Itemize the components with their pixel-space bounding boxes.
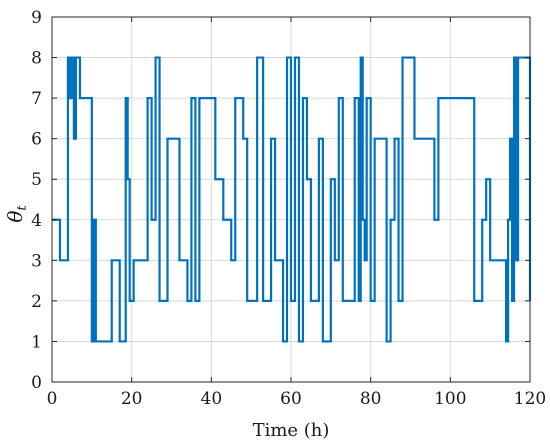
y-tick-label: 6 [31, 130, 42, 150]
series-line-0 [52, 56, 532, 343]
y-axis-label: θt [3, 205, 30, 223]
y-tick-label: 5 [31, 170, 42, 190]
y-tick-label: 0 [31, 373, 42, 393]
x-tick-labels: 0 20 40 60 80 100 120 [47, 389, 547, 409]
x-axis-label: Time (h) [253, 420, 330, 441]
y-tick-label: 4 [31, 211, 42, 231]
x-tick-label: 120 [514, 389, 546, 409]
y-tick-label: 2 [31, 292, 42, 312]
y-axis-label-main: θ [3, 211, 27, 223]
x-tick-label: 20 [121, 389, 143, 409]
y-axis-label-subscript: t [15, 205, 30, 211]
axes-frame [51, 16, 531, 383]
x-tick-label: 100 [434, 389, 466, 409]
plot-area [52, 56, 532, 343]
x-tick-label: 0 [47, 389, 58, 409]
y-tick-label: 7 [31, 89, 42, 109]
y-tick-labels: 0 1 2 3 4 5 6 7 8 9 [31, 8, 42, 393]
y-tick-label: 1 [31, 332, 42, 352]
y-tick-label: 3 [31, 251, 42, 271]
x-tick-label: 60 [280, 389, 302, 409]
y-tick-label: 8 [31, 49, 42, 69]
x-tick-label: 40 [201, 389, 223, 409]
x-tick-label: 80 [360, 389, 382, 409]
y-tick-label: 9 [31, 8, 42, 28]
